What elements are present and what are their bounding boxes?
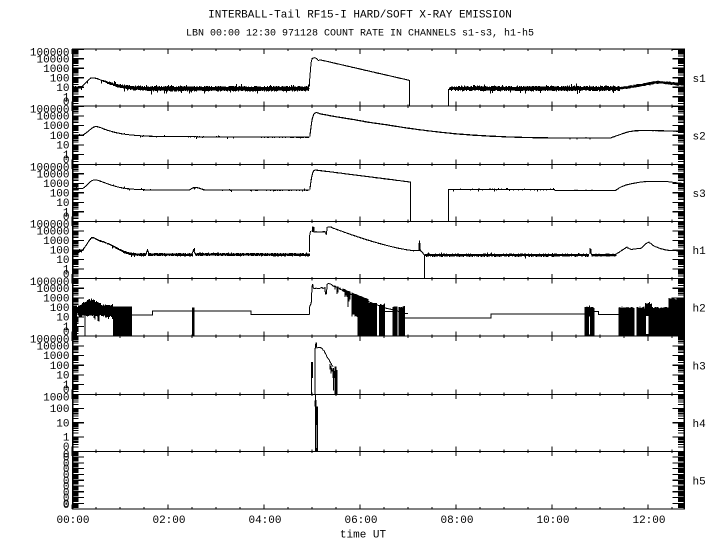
svg-text:INTERBALL-Tail RF15-I HARD/SOF: INTERBALL-Tail RF15-I HARD/SOFT X-RAY EM…	[208, 10, 512, 22]
svg-text:1: 1	[63, 265, 70, 277]
svg-text:0: 0	[63, 327, 70, 339]
svg-text:0: 0	[63, 459, 70, 471]
svg-text:0: 0	[63, 269, 70, 281]
svg-text:10: 10	[56, 141, 69, 153]
svg-text:100000: 100000	[30, 47, 70, 59]
svg-text:h4: h4	[693, 419, 707, 431]
svg-text:0: 0	[63, 487, 70, 499]
svg-text:0: 0	[63, 493, 70, 505]
svg-text:0: 0	[63, 212, 70, 224]
svg-text:1000: 1000	[43, 179, 69, 191]
svg-text:12:00: 12:00	[632, 515, 665, 527]
svg-text:10: 10	[56, 313, 69, 325]
svg-text:100: 100	[50, 131, 70, 143]
svg-text:100: 100	[50, 361, 70, 373]
svg-text:10: 10	[56, 371, 69, 383]
svg-text:s2: s2	[693, 131, 706, 143]
svg-text:1: 1	[63, 433, 70, 445]
svg-text:10:00: 10:00	[536, 515, 569, 527]
svg-text:10000: 10000	[36, 112, 69, 124]
svg-text:h3: h3	[693, 361, 706, 373]
svg-text:10000: 10000	[36, 169, 69, 181]
svg-text:0: 0	[63, 476, 70, 488]
svg-text:100000: 100000	[30, 277, 70, 289]
svg-text:10000: 10000	[36, 284, 69, 296]
svg-text:h2: h2	[693, 304, 706, 316]
svg-text:1: 1	[63, 150, 70, 162]
svg-text:h1: h1	[693, 246, 707, 258]
svg-text:06:00: 06:00	[344, 515, 377, 527]
svg-text:08:00: 08:00	[440, 515, 473, 527]
svg-text:0: 0	[63, 442, 70, 454]
svg-text:0: 0	[63, 464, 70, 476]
svg-text:1: 1	[63, 92, 70, 104]
svg-text:100: 100	[50, 404, 70, 416]
svg-text:02:00: 02:00	[152, 515, 185, 527]
svg-text:10000: 10000	[36, 54, 69, 66]
svg-text:time UT: time UT	[340, 530, 387, 542]
svg-text:LBN 00:00 12:30 971128 COUNT: LBN 00:00 12:30 971128 COUNT RATE IN CHA…	[186, 28, 534, 40]
svg-text:100: 100	[50, 303, 70, 315]
svg-text:100000: 100000	[30, 163, 70, 175]
svg-text:0: 0	[63, 450, 70, 462]
svg-text:100: 100	[50, 246, 70, 258]
svg-text:1: 1	[63, 380, 70, 392]
svg-text:0: 0	[63, 500, 70, 512]
svg-text:0: 0	[63, 97, 70, 109]
svg-text:100: 100	[50, 73, 70, 85]
svg-text:0: 0	[63, 453, 70, 465]
svg-text:100000: 100000	[30, 334, 70, 346]
svg-text:0: 0	[63, 385, 70, 397]
svg-text:1000: 1000	[43, 393, 69, 405]
svg-text:10000: 10000	[36, 342, 69, 354]
svg-text:0: 0	[63, 470, 70, 482]
svg-text:1000: 1000	[43, 351, 69, 363]
svg-text:04:00: 04:00	[248, 515, 281, 527]
svg-text:1: 1	[63, 322, 70, 334]
svg-text:1000: 1000	[43, 294, 69, 306]
svg-text:1000: 1000	[43, 64, 69, 76]
svg-text:1000: 1000	[43, 121, 69, 133]
svg-text:1: 1	[63, 207, 70, 219]
svg-text:100000: 100000	[30, 220, 70, 232]
svg-text:10: 10	[56, 418, 69, 430]
svg-text:s1: s1	[693, 74, 707, 86]
svg-text:10: 10	[56, 255, 69, 267]
svg-text:00:00: 00:00	[56, 515, 89, 527]
svg-text:10000: 10000	[36, 227, 69, 239]
svg-text:0: 0	[63, 482, 70, 494]
svg-text:0: 0	[63, 499, 70, 511]
svg-text:h5: h5	[693, 476, 706, 488]
svg-text:10: 10	[56, 83, 69, 95]
svg-text:s3: s3	[693, 189, 706, 201]
svg-text:1000: 1000	[43, 236, 69, 248]
svg-text:10: 10	[56, 198, 69, 210]
svg-text:100000: 100000	[30, 104, 70, 116]
svg-text:0: 0	[63, 155, 70, 167]
svg-text:100: 100	[50, 188, 70, 200]
